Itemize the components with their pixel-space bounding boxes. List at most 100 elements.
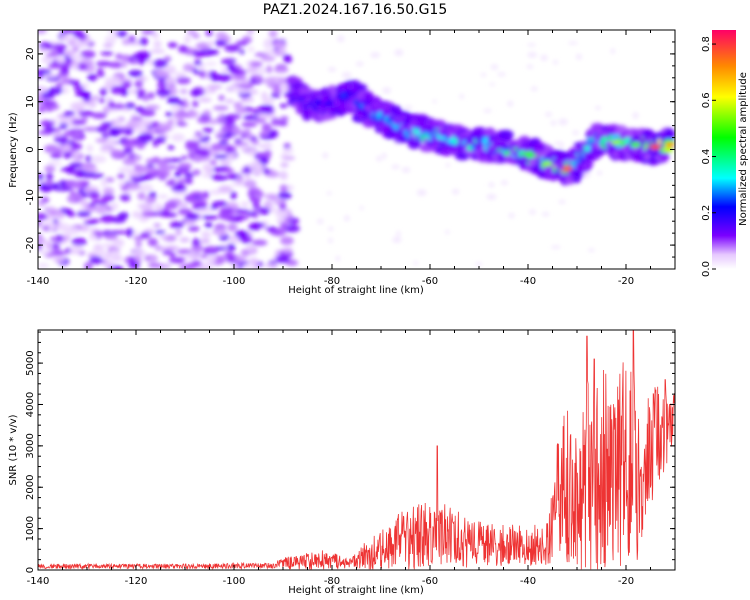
noise-blob [328,237,333,244]
noise-blob [98,98,106,104]
noise-blob [95,138,108,143]
noise-blob [256,67,268,75]
noise-blob [275,209,289,219]
noise-blob [133,165,150,174]
noise-blob [110,86,123,95]
noise-blob [200,253,208,259]
noise-blob [52,132,64,138]
noise-blob [260,55,276,62]
noise-blob [275,255,290,264]
noise-blob [142,95,150,102]
noise-blob [326,191,332,196]
noise-blob [184,178,193,184]
spectrogram-ylabel: Frequency (Hz) [8,112,19,188]
noise-blob [184,140,200,146]
noise-blob [108,128,120,137]
noise-blob [96,68,104,74]
noise-blob [553,141,564,145]
noise-blob [258,207,271,215]
noise-blob [59,179,67,187]
noise-blob [215,31,228,40]
noise-blob [45,52,60,58]
noise-blob [270,92,281,99]
noise-blob [211,73,222,79]
noise-blob [112,76,121,84]
noise-blob [403,105,413,110]
noise-blob [224,44,241,52]
noise-blob [244,171,251,180]
noise-blob [45,241,53,250]
noise-blob [176,248,193,255]
snr-xlabel: Height of straight line (km) [288,585,424,596]
signal-halo [503,133,512,143]
noise-blob [59,34,75,42]
noise-blob [224,99,235,104]
noise-blob [231,74,247,81]
noise-blob [121,38,131,46]
colorbar-tick-label: 0.0 [701,261,712,277]
signal-core [665,142,675,148]
noise-blob [65,165,76,175]
signal-core [542,161,553,167]
noise-blob [44,165,56,173]
noise-blob [279,222,288,230]
noise-blob [181,155,188,160]
noise-blob [100,214,115,224]
noise-blob [50,152,62,159]
noise-blob [174,171,182,178]
noise-blob [231,69,247,76]
noise-blob [111,254,123,263]
noise-blob [596,170,603,176]
noise-blob [55,82,64,89]
colorbar-label: Normalized spectral amplitude [738,72,749,226]
noise-blob [102,187,115,196]
noise-blob [135,56,151,62]
noise-blob [155,136,167,144]
noise-blob [394,49,404,57]
noise-blob [164,201,178,210]
noise-blob [40,120,55,127]
noise-blob [38,105,46,113]
x-tick-label: -100 [223,576,246,587]
noise-blob [526,64,534,69]
noise-blob [161,212,178,218]
noise-blob [192,50,205,58]
noise-blob [136,89,146,96]
noise-blob [156,125,173,132]
noise-blob [187,110,200,118]
noise-blob [139,203,154,212]
noise-blob [459,93,465,99]
y-tick-label: 0 [25,567,36,573]
y-tick-label: 2000 [25,475,36,500]
noise-blob [335,255,341,262]
noise-blob [56,211,66,219]
noise-blob [122,80,132,89]
y-tick-label: 5000 [25,350,36,375]
noise-blob [157,160,168,169]
x-tick-label: -60 [422,276,438,287]
noise-blob [343,215,350,222]
noise-blob [416,189,427,196]
y-tick-label: 4000 [25,392,36,417]
noise-blob [475,262,483,266]
noise-blob [283,56,293,64]
noise-blob [246,30,255,35]
noise-blob [169,158,183,163]
noise-blob [248,224,261,231]
noise-blob [265,65,273,74]
noise-blob [38,30,47,35]
noise-blob [175,228,182,236]
noise-blob [184,35,191,44]
noise-blob [262,168,271,175]
noise-blob [100,178,108,188]
noise-blob [205,215,219,220]
x-tick-label: -60 [422,576,438,587]
noise-blob [328,67,336,72]
noise-blob [284,224,300,233]
noise-blob [136,141,146,150]
snr-plot: -140 -120 -100 -80 -60 -40 -20 0 1000 2000 3000 400… [8,329,676,596]
y-tick-label: -10 [25,189,36,205]
noise-blob [79,199,89,207]
x-tick-label: -120 [125,576,148,587]
noise-blob [553,59,559,65]
